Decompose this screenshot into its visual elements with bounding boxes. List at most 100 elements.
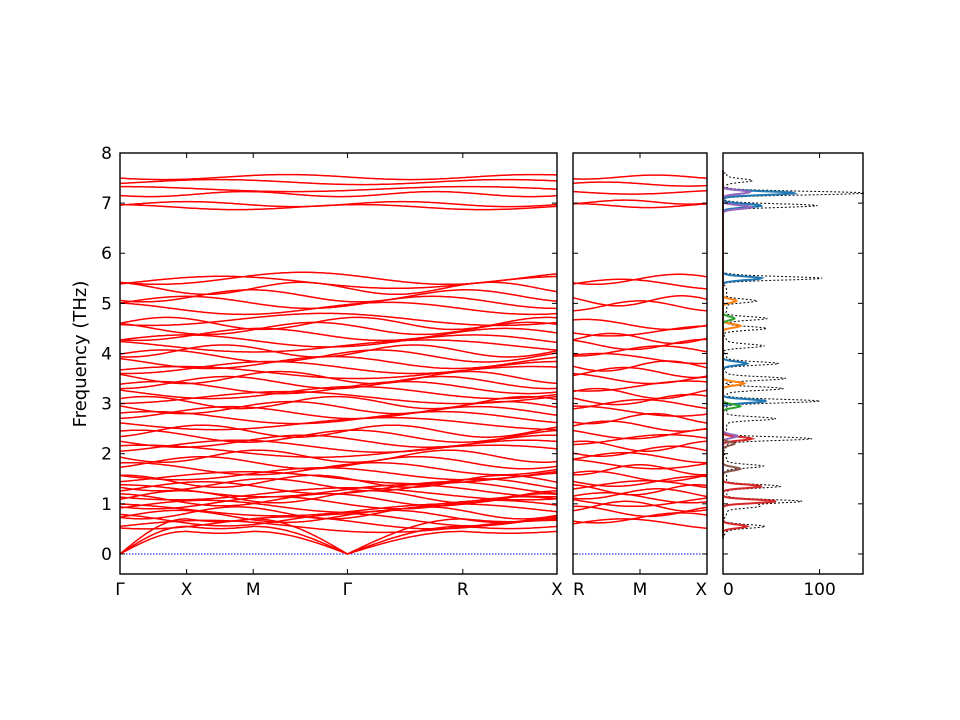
optical-band-line — [119, 478, 558, 492]
side-band-line — [572, 488, 708, 500]
side-band-line — [573, 202, 708, 209]
side-band-line — [572, 451, 707, 464]
side-band-line — [572, 500, 708, 513]
optical-band-line — [119, 496, 558, 510]
main-x-tick-label: R — [457, 580, 469, 600]
optical-band-line — [119, 190, 558, 198]
optical-band-line — [119, 461, 558, 476]
side-band-line — [572, 189, 708, 195]
optical-band-line — [119, 301, 558, 316]
dos-frame — [722, 152, 864, 575]
side-band-line — [572, 345, 708, 357]
side-band-line — [572, 181, 708, 187]
side-band-line — [572, 372, 708, 385]
optical-band-line — [119, 487, 558, 501]
side-band-line — [572, 199, 708, 205]
optical-band-line — [119, 316, 558, 331]
optical-band-line — [119, 509, 558, 524]
y-tick-label: 8 — [101, 144, 112, 164]
side-band-line — [572, 420, 708, 432]
main-x-tick-label: X — [551, 580, 563, 600]
optical-band-line — [119, 424, 558, 438]
optical-band-line — [119, 289, 558, 303]
side-band-line — [572, 458, 708, 470]
side-band-line — [572, 398, 708, 410]
side-band-line — [572, 428, 708, 440]
optical-band-line — [120, 185, 558, 193]
optical-band-line — [120, 360, 557, 375]
y-tick-label: 4 — [101, 344, 112, 364]
side-band-line — [572, 492, 708, 504]
acoustic-band-line — [119, 530, 558, 555]
optical-band-line — [119, 312, 558, 327]
y-tick-label: 6 — [101, 244, 112, 264]
band-structure-main-panel: 0 1 2 3 4 5 6 7 8 Γ X M Γ R X — [101, 144, 563, 600]
optical-band-line — [120, 344, 558, 358]
side-x-tick-label: M — [633, 580, 648, 600]
side-band-line — [572, 273, 708, 286]
main-frame — [119, 152, 558, 575]
side-band-line — [572, 433, 708, 446]
optical-band-line — [119, 334, 558, 348]
main-x-tick-label: Γ — [115, 580, 125, 600]
optical-band-line — [119, 429, 558, 443]
y-axis-label: Frequency (THz) — [70, 281, 91, 428]
y-tick-label: 1 — [101, 495, 112, 515]
optical-band-line — [119, 271, 558, 286]
side-x-tick-label: R — [573, 580, 585, 600]
side-band-line — [572, 387, 708, 400]
optical-band-line — [119, 449, 558, 463]
side-x-tick-label: X — [695, 580, 707, 600]
main-x-tick-label: X — [181, 580, 193, 600]
side-band-line — [572, 278, 708, 290]
side-band-line — [572, 300, 708, 312]
main-x-tick-label: M — [246, 580, 261, 600]
optical-band-line — [119, 178, 558, 186]
y-tick-label: 7 — [101, 194, 112, 214]
y-tick-label: 2 — [101, 445, 112, 465]
y-tick-label: 0 — [101, 545, 112, 565]
optical-band-line — [119, 481, 558, 495]
side-band-line — [573, 174, 708, 180]
optical-band-line — [120, 484, 557, 498]
side-band-line — [572, 412, 708, 425]
side-band-line — [572, 380, 708, 392]
dos-x-tick-label: 100 — [803, 580, 835, 600]
density-of-states-panel: 0 100 — [722, 152, 865, 600]
optical-band-line — [119, 490, 557, 504]
optical-band-line — [119, 471, 558, 485]
dos-x-tick-label: 0 — [723, 580, 734, 600]
optical-band-line — [119, 455, 558, 470]
side-band-line — [573, 405, 708, 417]
main-x-tick-label: Γ — [343, 580, 353, 600]
side-band-line — [572, 512, 708, 524]
optical-band-line — [120, 390, 558, 405]
optical-band-line — [119, 434, 558, 448]
y-tick-label: 3 — [101, 395, 112, 415]
acoustic-band-line — [119, 518, 558, 555]
optical-band-line — [119, 513, 558, 527]
side-band-line — [572, 463, 708, 476]
optical-band-line — [119, 375, 558, 390]
optical-band-line — [119, 385, 558, 400]
side-band-line — [572, 352, 707, 365]
side-band-line — [572, 295, 708, 307]
side-band-line — [572, 518, 708, 529]
side-band-line — [572, 497, 708, 508]
side-band-line — [572, 325, 708, 337]
optical-band-line — [119, 405, 558, 420]
side-band-line — [572, 318, 708, 331]
side-band-line — [572, 393, 708, 406]
optical-band-line — [119, 339, 558, 353]
side-band-line — [572, 470, 708, 483]
optical-band-line — [119, 327, 558, 342]
optical-band-line — [119, 295, 557, 310]
optical-band-line — [119, 370, 558, 385]
side-band-line — [572, 484, 708, 496]
y-tick-label: 5 — [101, 294, 112, 314]
optical-band-line — [119, 200, 558, 208]
optical-band-line — [120, 474, 558, 489]
side-band-line — [572, 338, 708, 351]
